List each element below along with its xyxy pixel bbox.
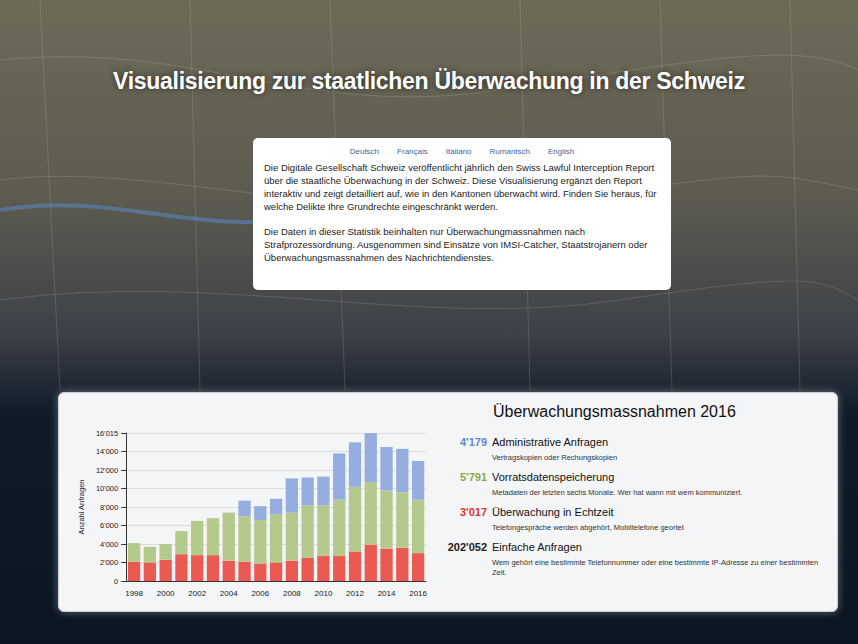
svg-text:2012: 2012 — [346, 589, 364, 598]
html-text:4'179: 4'179 — [459, 436, 487, 448]
svg-text:2008: 2008 — [283, 589, 301, 598]
html-text:Überwachung in Echtzeit: Überwachung in Echtzeit — [492, 506, 614, 518]
svg-text:2000: 2000 — [157, 589, 175, 598]
svg-text:2'000: 2'000 — [100, 558, 118, 567]
html-text:Metadaten der letzten sechs Mo: Metadaten der letzten sechs Monate. Wer … — [492, 488, 743, 497]
svg-text:4'000: 4'000 — [100, 540, 118, 549]
svg-text:2002: 2002 — [188, 589, 206, 598]
html-text:Wem gehört eine bestimmte Tele: Wem gehört eine bestimmte Telefonnummer … — [492, 558, 819, 577]
html-text:Die Digitale Gesellschaft Schw: Die Digitale Gesellschaft Schweiz veröff… — [264, 162, 657, 212]
html-text:Überwachungsmassnahmen 2016: Überwachungsmassnahmen 2016 — [493, 403, 736, 420]
svg-text:2010: 2010 — [315, 589, 333, 598]
html-text:Italiano: Italiano — [445, 147, 472, 156]
html-text:Français: Français — [397, 147, 428, 156]
svg-text:2006: 2006 — [251, 589, 269, 598]
svg-text:0: 0 — [114, 577, 118, 586]
html-text:English: English — [548, 147, 575, 156]
html-text:Telefongespräche werden abgehö: Telefongespräche werden abgehört, Mobilt… — [492, 523, 684, 532]
svg-text:10'000: 10'000 — [96, 484, 118, 493]
html-text:Rumantsch: Rumantsch — [489, 147, 530, 156]
svg-text:16'015: 16'015 — [96, 429, 118, 438]
html-text:202'052: 202'052 — [447, 541, 487, 553]
html-text:Administrative Anfragen: Administrative Anfragen — [492, 436, 609, 448]
svg-text:1998: 1998 — [125, 589, 143, 598]
svg-text:14'000: 14'000 — [96, 447, 118, 456]
html-text:Vorratsdatenspeicherung: Vorratsdatenspeicherung — [492, 471, 615, 483]
svg-text:2016: 2016 — [409, 589, 427, 598]
html-text:Vertragskopien oder Rechungsko: Vertragskopien oder Rechungskopien — [492, 453, 618, 462]
html-text:Einfache Anfragen: Einfache Anfragen — [492, 541, 582, 553]
svg-text:2004: 2004 — [220, 589, 238, 598]
html-text:Die Daten in dieser Statistik: Die Daten in dieser Statistik beinhalten… — [264, 226, 648, 263]
svg-text:Anzahl Anfragen: Anzahl Anfragen — [77, 479, 86, 534]
svg-text:12'000: 12'000 — [96, 466, 118, 475]
svg-text:2014: 2014 — [378, 589, 396, 598]
svg-text:6'000: 6'000 — [100, 521, 118, 530]
html-text:Visualisierung zur staatlichen: Visualisierung zur staatlichen Überwachu… — [113, 68, 745, 94]
html-text:5'791: 5'791 — [459, 471, 487, 483]
html-text:3'017: 3'017 — [459, 506, 487, 518]
html-text:Deutsch: Deutsch — [349, 147, 380, 156]
svg-text:8'000: 8'000 — [100, 503, 118, 512]
